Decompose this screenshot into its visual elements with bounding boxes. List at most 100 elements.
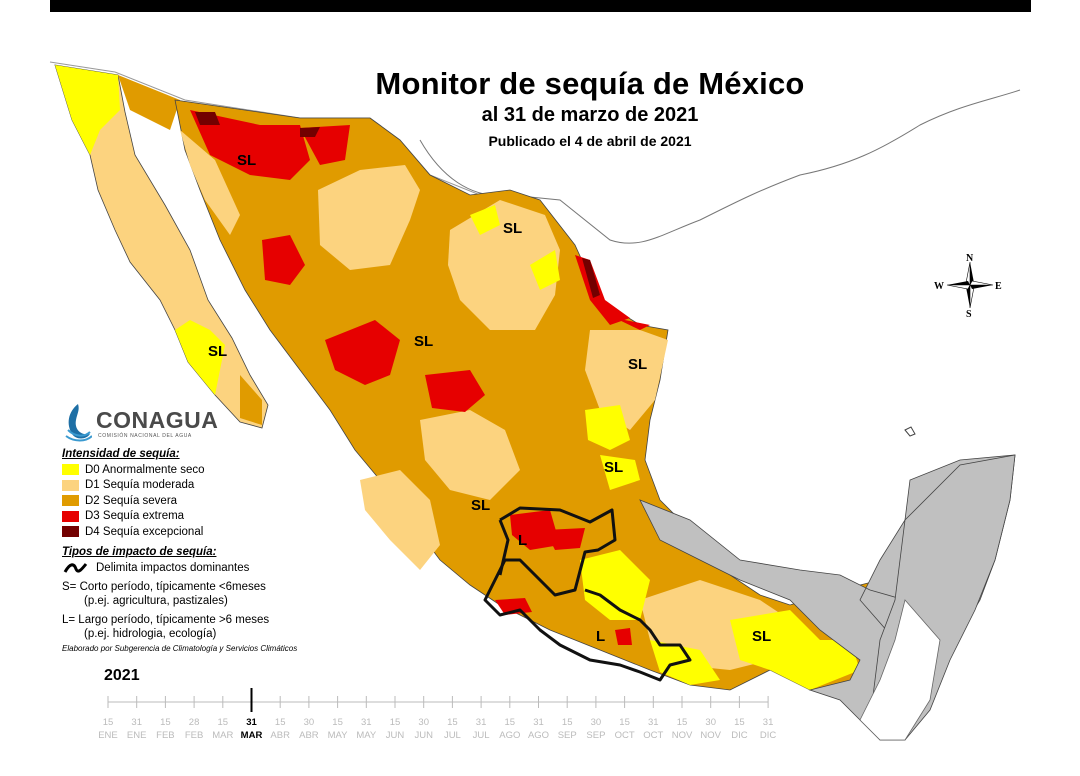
- timeline-day-label: 15: [390, 717, 401, 728]
- map-title: Monitor de sequía de México: [375, 66, 805, 101]
- impact-line-west: [483, 506, 692, 682]
- d3-sonora: [262, 235, 305, 285]
- map-title-block: Monitor de sequía de México al 31 de mar…: [300, 66, 880, 149]
- region-label: SL: [604, 459, 624, 476]
- timeline-day-label: 15: [218, 717, 229, 728]
- timeline-month-label: AGO: [528, 730, 549, 741]
- timeline-day-label: 31: [131, 717, 142, 728]
- compass-rose-icon: N S W E: [934, 253, 1002, 320]
- baja-d0: [55, 65, 120, 155]
- timeline-day-label: 15: [103, 717, 114, 728]
- timeline-month-label: AGO: [499, 730, 520, 741]
- impact-line-east: [498, 519, 510, 576]
- timeline-month-label: MAR: [212, 730, 233, 741]
- baja-d2b: [240, 375, 262, 425]
- timeline-day-label: 31: [361, 717, 372, 728]
- legend-swatch: [62, 510, 79, 522]
- d1-tamaulipas: [585, 330, 668, 430]
- timeline-day-label: 15: [619, 717, 630, 728]
- short-term-desc: S= Corto período, típicamente <6meses: [62, 581, 266, 593]
- region-label: L: [596, 628, 606, 645]
- legend-label: D1 Sequía moderada: [85, 479, 195, 492]
- legend-item-d3: D3 Sequía extrema: [62, 509, 322, 525]
- legend-item-d0: D0 Anormalmente seco: [62, 462, 322, 478]
- region-label: SL: [208, 343, 228, 360]
- timeline-day-label: 15: [332, 717, 343, 728]
- timeline-day-label: 31: [763, 717, 774, 728]
- compass-s: S: [966, 309, 972, 320]
- impact-line-icon: [63, 563, 88, 574]
- baja-d2: [118, 75, 180, 130]
- map-legend: Intensidad de sequía: D0 Anormalmente se…: [62, 448, 322, 653]
- publication-date: Publicado el 4 de abril de 2021: [488, 133, 692, 149]
- region-label: SL: [503, 220, 523, 237]
- region-label-sl-chiapas: SL: [752, 628, 772, 645]
- timeline-month-label: MAR: [241, 730, 263, 741]
- timeline-month-label: JUN: [386, 730, 405, 741]
- d0-sanluis: [585, 405, 630, 450]
- d0-nuevoleon: [530, 250, 560, 290]
- d3-guerrero-b: [615, 628, 632, 645]
- conagua-subtitle: COMISIÓN NACIONAL DEL AGUA: [98, 433, 192, 439]
- d4-tamaulipas: [582, 258, 600, 298]
- guatemala-white: [859, 599, 941, 741]
- timeline-day-label: 15: [734, 717, 745, 728]
- region-label: L: [518, 532, 528, 549]
- timeline-month-label: MAY: [328, 730, 349, 741]
- timeline-day-label: 15: [275, 717, 286, 728]
- legend-label: Delimita impactos dominantes: [96, 562, 250, 575]
- legend-item-d1: D1 Sequía moderada: [62, 478, 322, 494]
- timeline-month-label: JUL: [473, 730, 490, 741]
- top-border: [50, 0, 1031, 12]
- timeline-day-label: 30: [705, 717, 716, 728]
- timeline-month-label: ABR: [270, 730, 290, 741]
- timeline-day-label: 15: [447, 717, 458, 728]
- d1-north-chihuahua: [318, 165, 420, 270]
- region-label: SL: [237, 152, 257, 169]
- timeline-month-label: NOV: [672, 730, 693, 741]
- legend-label: D4 Sequía excepcional: [85, 525, 204, 538]
- d4-sonora: [195, 112, 220, 125]
- timeline-month-label: FEB: [156, 730, 174, 741]
- timeline-day-label: 30: [591, 717, 602, 728]
- timeline-month-label: DIC: [731, 730, 748, 741]
- timeline-day-label: 31: [533, 717, 544, 728]
- d1-center: [420, 410, 520, 500]
- timeline-day-label: 31: [476, 717, 487, 728]
- legend-swatch: [62, 464, 79, 476]
- region-label: SL: [628, 356, 648, 373]
- impact-heading: Tipos de impacto de sequía:: [62, 545, 217, 558]
- d0-puebla: [580, 550, 650, 620]
- timeline-month-label: ENE: [127, 730, 147, 741]
- timeline-day-label: 30: [304, 717, 315, 728]
- map-date: al 31 de marzo de 2021: [481, 104, 699, 126]
- timeline-day-label: 15: [160, 717, 171, 728]
- timeline-month-label: FEB: [185, 730, 203, 741]
- conagua-name: CONAGUA: [96, 407, 219, 433]
- compass-n: N: [966, 253, 974, 264]
- baja-d0-south: [175, 320, 225, 395]
- legend-swatch: [62, 495, 79, 507]
- intensity-heading: Intensidad de sequía:: [62, 448, 180, 460]
- d0-coahuila: [470, 205, 500, 235]
- d4-chihuahua: [300, 127, 320, 137]
- timeline-day-label: 31: [648, 717, 659, 728]
- timeline-month-label: JUN: [414, 730, 433, 741]
- compass-e: E: [995, 281, 1002, 292]
- timeline-day-label: 30: [418, 717, 429, 728]
- timeline-month-label: OCT: [643, 730, 663, 741]
- long-term-desc: L= Largo período, típicamente >6 meses: [62, 614, 270, 626]
- d1-southwest: [360, 470, 440, 570]
- region-label: SL: [414, 333, 434, 350]
- long-term-example: (p.ej. hidrologia, ecología): [84, 628, 217, 640]
- timeline-month-label: MAY: [356, 730, 377, 741]
- timeline-month-label: NOV: [700, 730, 721, 741]
- d3-tamaulipas-coast: [615, 318, 650, 330]
- legend-swatch: [62, 479, 79, 491]
- timeline-day-label: 15: [505, 717, 516, 728]
- cuba-coast: [904, 426, 916, 437]
- timeline-day-label: 31: [246, 717, 257, 728]
- timeline-month-label: OCT: [615, 730, 635, 741]
